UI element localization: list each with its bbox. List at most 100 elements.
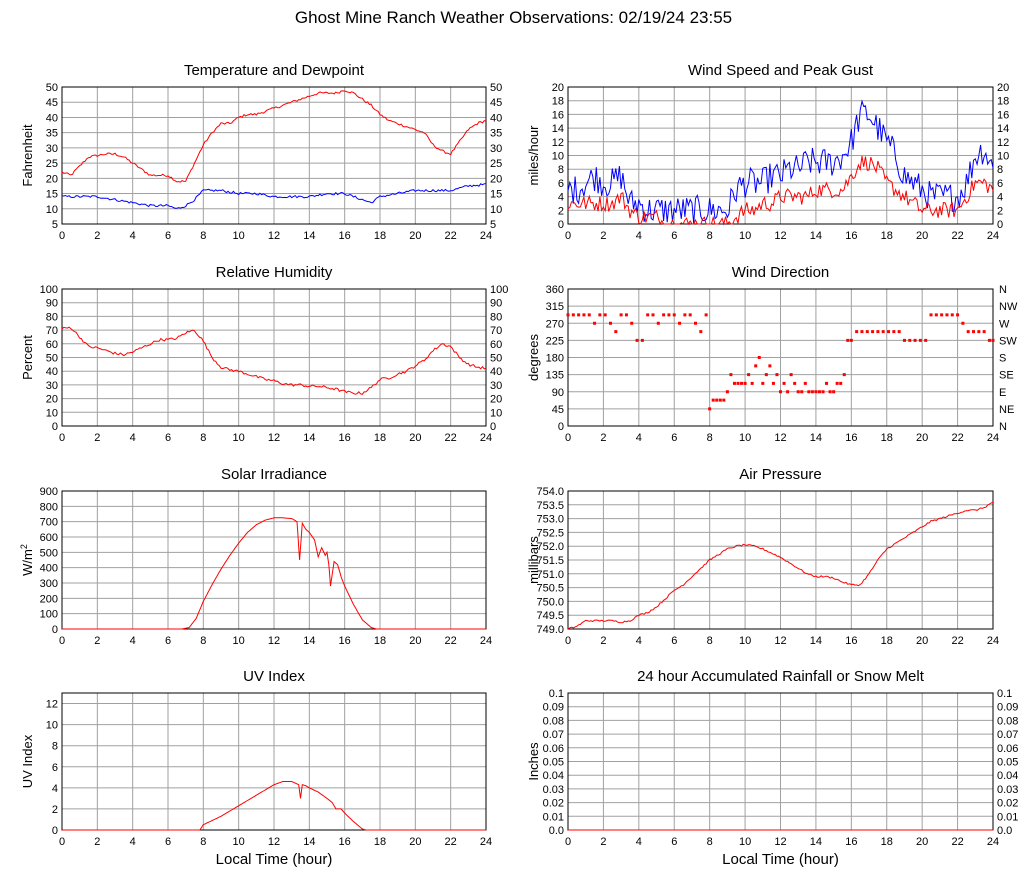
y-tick-label: 100 (40, 609, 58, 621)
y-tick-label-right: 100 (490, 284, 508, 296)
x-tick-label: 24 (480, 836, 492, 848)
x-axis-label: Local Time (hour) (722, 851, 839, 868)
chart-solar: Solar Irradiance010020030040050060070080… (19, 466, 492, 647)
data-point (846, 338, 850, 342)
y-tick-label: 360 (546, 284, 564, 296)
data-point (593, 321, 597, 325)
series-line (567, 99, 994, 225)
x-tick-label: 14 (810, 836, 822, 848)
data-point (934, 313, 938, 317)
x-tick-label: 10 (739, 230, 751, 242)
y-axis-label: Inches (526, 742, 541, 781)
data-point (945, 313, 949, 317)
y-tick-label: 750.5 (536, 583, 564, 595)
y-tick-label: 0.06 (543, 743, 564, 755)
data-point (821, 390, 825, 394)
y-tick-label: 5 (52, 219, 58, 231)
data-point (782, 381, 786, 385)
x-tick-label: 20 (409, 836, 421, 848)
data-point (667, 313, 671, 317)
data-point (740, 381, 744, 385)
y-tick-label: 0.01 (543, 811, 564, 823)
x-tick-label: 10 (233, 230, 245, 242)
data-point (924, 338, 928, 342)
x-tick-label: 24 (480, 635, 492, 647)
x-tick-label: 14 (303, 836, 315, 848)
data-point (825, 381, 829, 385)
x-tick-label: 2 (600, 432, 606, 444)
y-tick-label-right: 90 (490, 298, 502, 310)
y-tick-label: 50 (46, 353, 58, 365)
data-point (803, 381, 807, 385)
data-point (897, 330, 901, 334)
y-tick-label-right: 80 (490, 311, 502, 323)
x-tick-label: 8 (200, 836, 206, 848)
x-tick-label: 2 (94, 635, 100, 647)
x-tick-label: 10 (233, 836, 245, 848)
y-tick-label: 30 (46, 380, 58, 392)
x-tick-label: 8 (707, 635, 713, 647)
data-point (722, 398, 726, 402)
y-tick-label: 25 (46, 158, 58, 170)
y-tick-label-right: 12 (997, 137, 1009, 149)
y-tick-label: 20 (46, 394, 58, 406)
data-point (729, 373, 733, 377)
x-tick-label: 0 (565, 432, 571, 444)
chart-title: Air Pressure (739, 466, 822, 483)
y-tick-label-right: 50 (490, 353, 502, 365)
y-tick-label: 315 (546, 301, 564, 313)
series-line (567, 156, 994, 226)
plot-frame (567, 288, 994, 427)
chart-title: Solar Irradiance (221, 466, 327, 483)
series-line (61, 326, 487, 395)
x-tick-label: 18 (881, 635, 893, 647)
data-point (646, 313, 650, 317)
chart-title: Wind Direction (732, 264, 830, 281)
x-tick-label: 24 (987, 635, 999, 647)
x-tick-label: 22 (951, 230, 963, 242)
x-tick-label: 16 (845, 836, 857, 848)
y-tick-label: 0 (52, 825, 58, 837)
compass-label: NE (999, 404, 1014, 416)
x-tick-label: 16 (339, 836, 351, 848)
y-tick-label: 0.07 (543, 729, 564, 741)
y-tick-label-right: 20 (997, 82, 1009, 94)
x-tick-label: 6 (671, 635, 677, 647)
data-point (961, 321, 965, 325)
plot-frame (567, 86, 994, 225)
y-tick-label: 752.5 (536, 527, 564, 539)
x-tick-label: 0 (59, 635, 65, 647)
y-axis-label: UV Index (20, 734, 35, 788)
y-tick-label: 10 (46, 407, 58, 419)
x-tick-label: 22 (445, 836, 457, 848)
data-point (624, 313, 628, 317)
x-tick-label: 10 (233, 635, 245, 647)
x-tick-label: 18 (374, 836, 386, 848)
y-axis-label-superscript: 2 (19, 544, 29, 549)
x-tick-label: 4 (130, 836, 136, 848)
chart-title: 24 hour Accumulated Rainfall or Snow Mel… (637, 668, 925, 685)
data-point (672, 313, 676, 317)
y-tick-label: 0.09 (543, 702, 564, 714)
y-tick-label-right: 18 (997, 96, 1009, 108)
data-point (902, 338, 906, 342)
x-tick-label: 12 (774, 836, 786, 848)
y-tick-label: 0.04 (543, 770, 564, 782)
x-tick-label: 12 (268, 432, 280, 444)
x-tick-label: 16 (339, 635, 351, 647)
data-point (640, 338, 644, 342)
data-point (747, 373, 751, 377)
y-tick-label-right: 30 (490, 143, 502, 155)
y-tick-label: 100 (40, 284, 58, 296)
data-point (609, 321, 612, 325)
data-point (779, 390, 782, 394)
data-point (764, 373, 768, 377)
x-tick-label: 4 (130, 635, 136, 647)
data-point (966, 330, 970, 334)
data-point (849, 338, 853, 342)
data-point (582, 313, 586, 317)
y-tick-label: 70 (46, 325, 58, 337)
x-tick-label: 14 (303, 230, 315, 242)
